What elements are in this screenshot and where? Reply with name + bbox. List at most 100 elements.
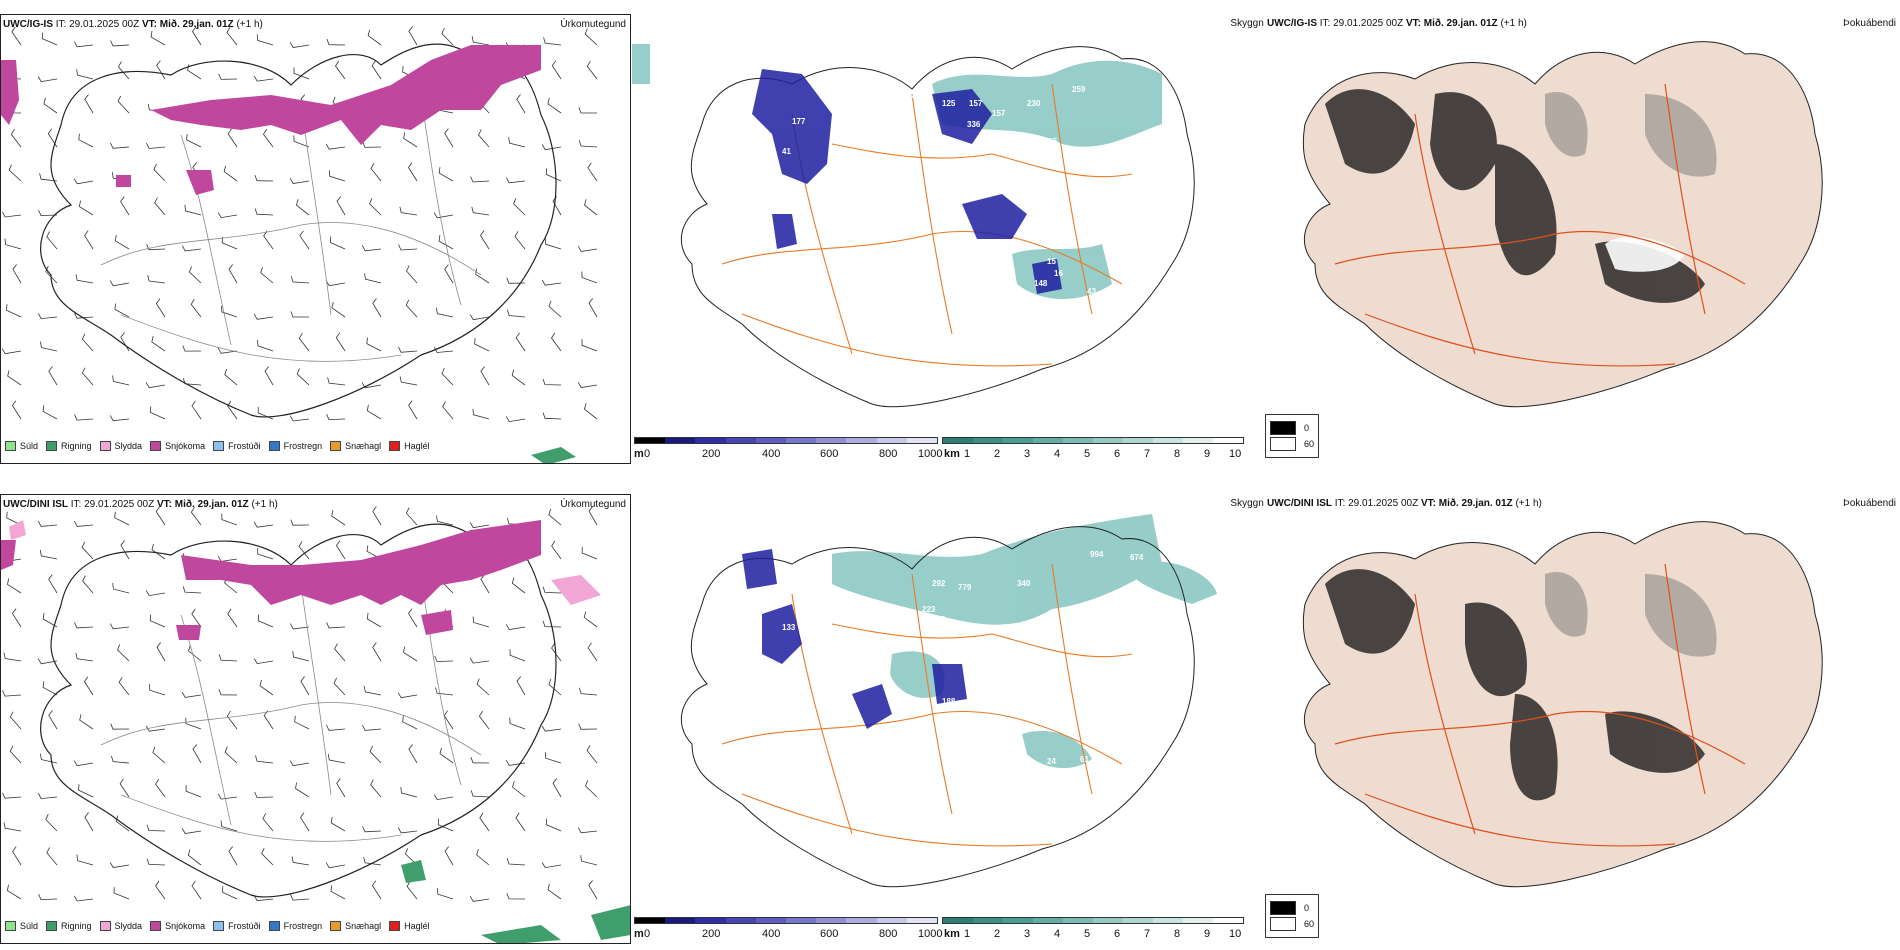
wind-barb-icon	[551, 540, 562, 560]
legend-item-frostregn: Frostregn	[268, 921, 322, 931]
wind-barb-icon	[480, 230, 490, 250]
wind-barb-icon	[42, 681, 58, 696]
wind-barb-icon	[588, 880, 598, 900]
wind-barb-icon	[433, 212, 454, 219]
wind-barb-icon	[145, 382, 166, 389]
wind-barb-icon	[84, 94, 94, 114]
visibility-value-label: 148	[1034, 279, 1048, 288]
wind-barb-icon	[403, 646, 418, 662]
fog-map-1	[1302, 41, 1823, 408]
wind-barb-icon	[441, 27, 454, 46]
wind-barb-icon	[192, 26, 202, 46]
wind-barb-icon	[109, 415, 130, 422]
wind-barb-icon	[191, 880, 202, 900]
wind-barb-icon	[45, 265, 58, 284]
wind-barb-icon	[397, 827, 418, 834]
legend-item-slydda: Slydda	[99, 441, 142, 451]
wind-barb-icon	[509, 649, 526, 662]
wind-barb-icon	[192, 744, 202, 764]
wind-barb-icon	[109, 280, 130, 287]
wind-barb-icon	[38, 793, 58, 800]
wind-barb-icon	[511, 577, 526, 594]
wind-barb-icon	[227, 400, 238, 420]
wind-barb-icon	[156, 60, 166, 80]
wind-barb-icon	[190, 298, 202, 318]
wind-barb-icon	[583, 611, 598, 628]
header-1: UWC/IG-IS IT: 29.01.2025 00Z VT: Mið. 29…	[3, 19, 263, 30]
wind-barb-icon	[9, 711, 22, 730]
legend-item-frostudi: Frostúði	[213, 441, 261, 451]
wind-barb-icon	[296, 368, 310, 386]
wind-barb-icon	[39, 173, 58, 182]
wind-barb-icon	[543, 37, 562, 46]
wind-barb-icon	[434, 655, 454, 662]
wind-barb-icon	[437, 818, 454, 832]
wind-barb-icon	[325, 143, 346, 150]
visibility-value-label: 207	[902, 91, 916, 100]
visibility-map-1: 207 125 157 157 230 259 336 415 177 193 89 115 43 15 1…	[632, 44, 1195, 408]
wind-barb-icon	[370, 779, 382, 798]
wind-barb-icon	[146, 824, 166, 832]
wind-barb-icon	[369, 198, 382, 216]
visibility-labels-1: 207 125 157 157 230 259 336 415 177 193 89 115 43 15 1…	[782, 85, 1134, 296]
wind-barb-icon	[470, 176, 490, 183]
visibility-panel-2: 994 674 983 292 223 322 340 779 204 133 144 158 188 1…	[632, 494, 1264, 944]
legend-item-sudl: Súld	[5, 921, 38, 931]
legend-item-sudl: Súld	[5, 441, 38, 451]
wind-barb-icon	[295, 199, 310, 216]
visibility-value-label: 41	[782, 147, 791, 156]
wind-barb-icon	[361, 245, 382, 252]
wind-barb-icon	[293, 67, 310, 80]
wind-barb-icon	[542, 620, 562, 628]
swatch-icon	[5, 441, 16, 451]
wind-barb-icon	[436, 307, 454, 318]
wind-barb-icon	[109, 623, 130, 630]
wind-barb-icon	[118, 61, 130, 80]
wind-barb-icon	[81, 367, 94, 386]
wind-barb-icon	[112, 583, 130, 594]
wind-barb-icon	[153, 163, 166, 182]
wind-barb-icon	[257, 548, 274, 560]
wind-barb-icon	[45, 813, 58, 832]
wind-barb-icon	[254, 174, 274, 182]
wind-barb-icon	[290, 276, 310, 284]
wind-barb-icon	[372, 642, 382, 662]
swatch-icon	[99, 921, 111, 931]
wind-barb-icon	[579, 687, 598, 696]
wind-barb-icon	[38, 313, 58, 320]
precip-legend-2: Súld Rigning Slydda Snjókoma Frostúði Fr…	[5, 921, 430, 931]
wind-barb-icon	[505, 177, 526, 184]
visibility-value-label: 115	[822, 175, 835, 184]
wind-barb-icon	[6, 304, 22, 318]
wind-barb-icon	[42, 405, 58, 420]
wind-barb-icon	[469, 896, 490, 902]
swatch-icon	[330, 441, 342, 451]
wind-barb-icon	[367, 29, 382, 46]
wind-barb-icon	[149, 406, 166, 420]
wind-barb-icon	[37, 658, 58, 665]
wind-barb-icon	[255, 755, 274, 764]
wind-barb-icon	[289, 760, 310, 767]
visibility-value-label: 14	[964, 723, 973, 732]
wind-barb-icon	[292, 651, 310, 662]
wind-barb-icon	[363, 856, 382, 866]
wind-barb-icon	[48, 366, 58, 386]
precip-map-2	[1, 506, 630, 943]
wind-barb-icon	[182, 586, 202, 594]
wind-barb-icon	[6, 884, 22, 900]
visibility-value-label: 674	[1130, 553, 1144, 562]
wind-barb-icon	[120, 332, 130, 352]
wind-barb-icon	[11, 400, 22, 420]
wind-barb-icon	[12, 608, 22, 628]
wind-barb-icon	[474, 337, 490, 352]
wind-barb-icon	[434, 347, 454, 353]
wind-barb-icon	[300, 676, 310, 696]
wind-barb-icon	[443, 710, 454, 730]
wind-barb-icon	[372, 506, 382, 526]
wind-barb-icon	[552, 778, 562, 798]
wind-barb-icon	[188, 266, 202, 284]
wind-barb-icon	[472, 616, 490, 628]
fog-panel-2: UWC/DINI ISL IT: 29.01.2025 00Z VT: Mið.…	[1265, 494, 1900, 944]
wind-barb-icon	[361, 382, 382, 389]
wind-barb-icon	[75, 652, 94, 662]
